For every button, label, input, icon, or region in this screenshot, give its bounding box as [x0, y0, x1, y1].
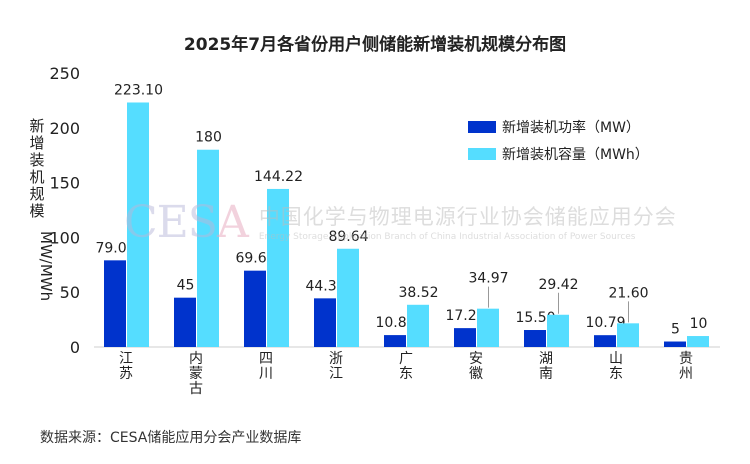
- x-category-label: 贵: [679, 351, 693, 367]
- x-category-label: 古: [189, 381, 203, 397]
- watermark-name-en: Energy Storage Application Branch of Chi…: [258, 232, 636, 242]
- data-label: 29.42: [538, 277, 578, 293]
- bar-power: [384, 335, 406, 347]
- x-category-label: 南: [539, 366, 553, 382]
- bar-capacity: [337, 248, 359, 347]
- bar-power: [244, 270, 266, 347]
- x-category-label: 东: [609, 366, 623, 382]
- y-tick-label: 200: [49, 119, 80, 138]
- y-tick-label: 250: [49, 64, 80, 83]
- bar-capacity: [267, 188, 289, 347]
- data-label: 34.97: [468, 271, 508, 287]
- x-category-label: 安: [469, 351, 483, 367]
- x-category-label: 东: [399, 366, 413, 382]
- bar-power: [524, 330, 546, 347]
- legend-item-capacity: 新增装机容量（MWh）: [468, 144, 649, 164]
- data-label: 69.65: [235, 251, 275, 267]
- x-category-label: 江: [119, 351, 133, 367]
- legend-label-power: 新增装机功率（MW）: [502, 120, 640, 136]
- legend-swatch-power: [468, 121, 496, 133]
- data-label: 38.52: [398, 285, 438, 301]
- data-label: 10: [690, 316, 708, 332]
- y-tick-label: 0: [70, 338, 80, 357]
- bar-power: [454, 328, 476, 347]
- x-category-label: 蒙: [189, 366, 203, 382]
- data-label: 15.50: [515, 310, 555, 326]
- bar-power: [664, 341, 686, 347]
- bar-capacity: [477, 308, 499, 347]
- x-category-label: 州: [679, 366, 693, 382]
- y-tick-label: 100: [49, 228, 80, 247]
- y-axis-title: 新增装机规模: [29, 117, 45, 220]
- bar-capacity: [197, 149, 219, 347]
- x-category-label: 湖: [539, 351, 553, 367]
- data-label: 44.39: [305, 278, 345, 294]
- data-label: 89.64: [328, 229, 368, 245]
- chart-title: 2025年7月各省份用户侧储能新增装机规模分布图: [183, 35, 567, 55]
- source-note: 数据来源：CESA储能应用分会产业数据库: [40, 430, 302, 446]
- y-tick-label: 150: [49, 174, 80, 193]
- bar-power: [174, 297, 196, 347]
- bar-capacity: [687, 336, 709, 347]
- x-category-label: 江: [329, 366, 343, 382]
- bar-capacity: [407, 304, 429, 347]
- legend-label-capacity: 新增装机容量（MWh）: [502, 147, 649, 163]
- bar-capacity: [617, 323, 639, 347]
- bar-capacity: [127, 102, 149, 348]
- data-label: 21.60: [608, 285, 648, 301]
- y-tick-label: 50: [60, 283, 80, 302]
- data-label: 5: [671, 322, 680, 338]
- x-category-label: 广: [399, 351, 413, 367]
- legend-item-power: 新增装机功率（MW）: [468, 117, 640, 137]
- legend-swatch-capacity: [468, 148, 496, 160]
- x-category-label: 浙: [329, 351, 343, 367]
- x-category-label: 内: [189, 351, 203, 367]
- x-category-label: 山: [609, 351, 623, 367]
- data-label: 10.79: [585, 315, 625, 331]
- x-category-label: 徽: [469, 366, 483, 382]
- bar-power: [104, 260, 126, 347]
- data-label: 10.86: [375, 315, 415, 331]
- data-label: 223.10: [114, 82, 163, 98]
- cesa-watermark: CESA 中国化学与物理电源行业协会储能应用分会 Energy Storage …: [124, 197, 677, 248]
- y-axis-unit: MW/MWh: [37, 231, 55, 302]
- data-label: 79.07: [95, 240, 135, 256]
- x-category-label: 川: [259, 366, 273, 382]
- x-category-label: 苏: [119, 366, 133, 382]
- bar-power: [314, 298, 336, 347]
- watermark-name-cn: 中国化学与物理电源行业协会储能应用分会: [258, 205, 677, 229]
- data-label: 17.22: [445, 308, 485, 324]
- data-label: 45: [177, 278, 195, 294]
- bar-power: [594, 335, 616, 347]
- cesa-logo: CESA: [124, 197, 249, 248]
- x-category-label: 四: [259, 351, 273, 367]
- data-label: 180: [195, 130, 222, 146]
- bar-capacity: [547, 314, 569, 347]
- data-label: 144.22: [254, 169, 303, 185]
